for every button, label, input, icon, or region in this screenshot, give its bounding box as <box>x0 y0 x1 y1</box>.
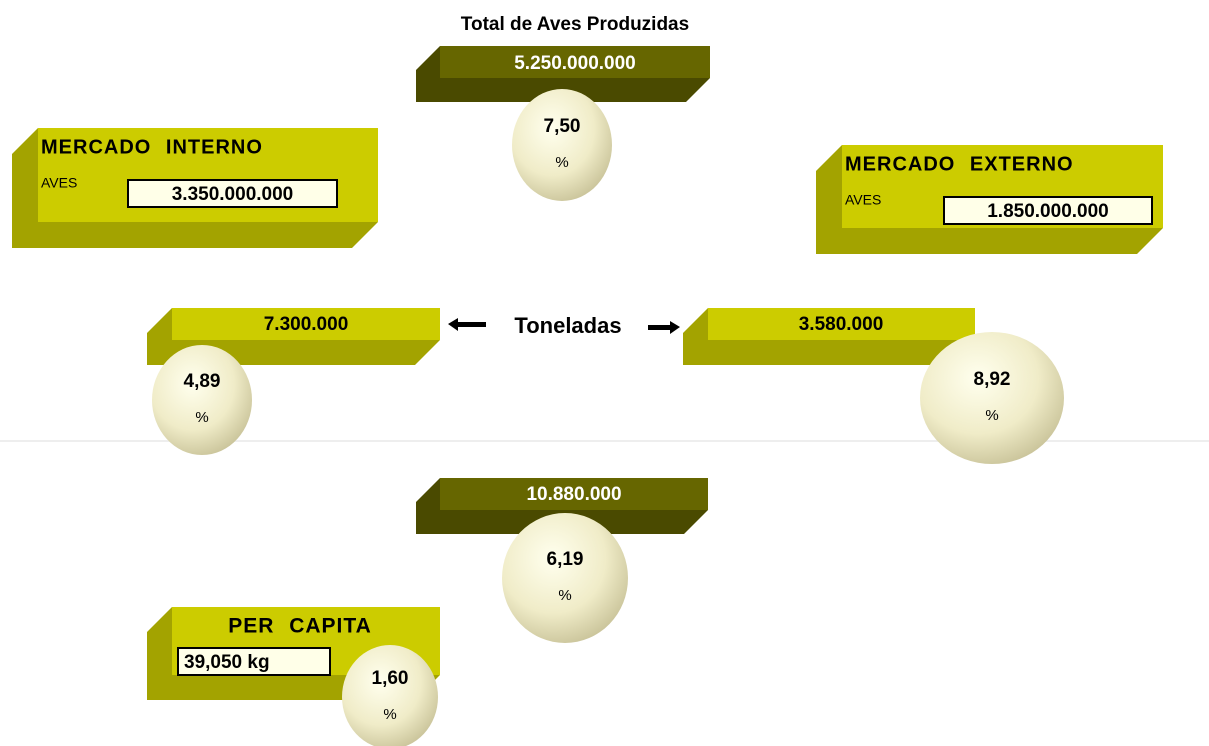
box-front <box>172 308 440 340</box>
tonnage-label: Toneladas <box>514 313 621 338</box>
percent-unit: % <box>195 409 208 426</box>
percent-value: 8,92 <box>974 369 1011 390</box>
box-label: MERCADO INTERNO <box>41 136 263 158</box>
percent-unit: % <box>985 407 998 424</box>
value-box <box>127 179 338 208</box>
percent-circle <box>502 513 628 643</box>
per-capita-label: PER CAPITA <box>228 615 372 638</box>
per-capita-value: 39,050 kg <box>184 652 270 673</box>
total-value: 5.250.000.000 <box>514 53 636 74</box>
percent-circle <box>152 345 252 455</box>
tonnage-value: 3.580.000 <box>799 314 884 335</box>
percent-circle <box>342 645 438 746</box>
percent-value: 7,50 <box>544 116 581 137</box>
tonnage-value: 7.300.000 <box>264 314 349 335</box>
percent-unit: % <box>383 706 396 723</box>
percent-unit: % <box>558 587 571 604</box>
value-box <box>177 647 331 676</box>
percent-value: 4,89 <box>184 371 221 392</box>
box-label: MERCADO EXTERNO <box>845 153 1074 175</box>
box-front <box>708 308 975 340</box>
arrow-left <box>448 318 486 331</box>
value-box <box>943 196 1153 225</box>
percent-value: 1,60 <box>372 668 409 689</box>
percent-circle <box>512 89 612 201</box>
arrow-right <box>648 321 680 334</box>
percent-unit: % <box>555 154 568 171</box>
value-text: 1.850.000.000 <box>987 201 1109 222</box>
percent-circle <box>920 332 1064 464</box>
box-sublabel: AVES <box>845 192 881 208</box>
tonnage-total: 10.880.000 <box>526 484 621 505</box>
box-front <box>440 478 708 510</box>
title: Total de Aves Produzidas <box>461 14 689 35</box>
percent-value: 6,19 <box>547 549 584 570</box>
box-front <box>440 46 710 78</box>
box-sublabel: AVES <box>41 175 77 191</box>
value-text: 3.350.000.000 <box>172 184 294 205</box>
